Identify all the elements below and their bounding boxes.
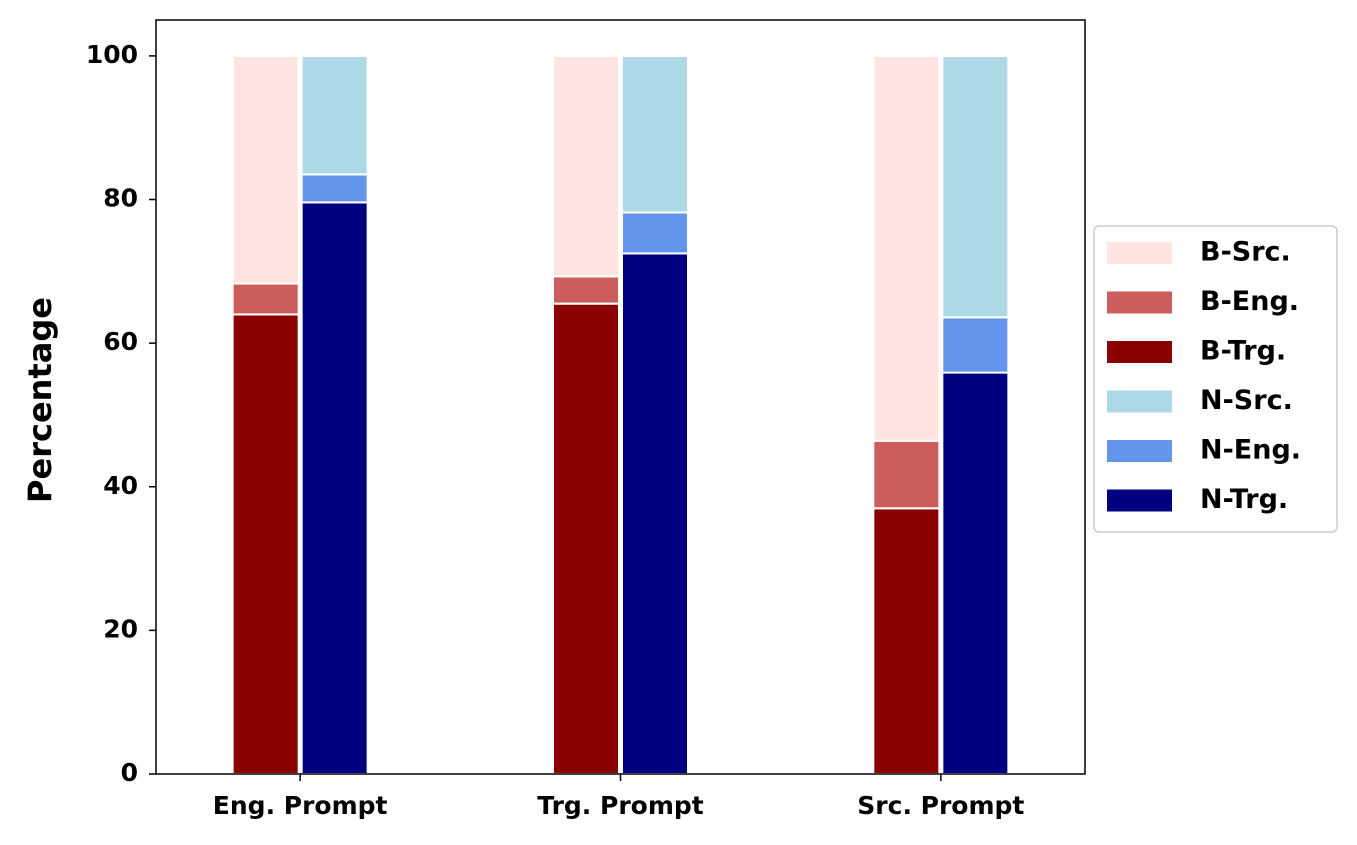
y-tick-label: 60: [103, 327, 138, 356]
bar-segment: [300, 201, 369, 776]
legend-label: N-Trg.: [1200, 484, 1288, 515]
legend-swatch: [1107, 341, 1172, 363]
y-axis-label: Percentage: [21, 297, 59, 503]
bar-segment: [872, 507, 941, 775]
bar-segment: [621, 54, 689, 214]
y-tick-label: 80: [103, 184, 138, 213]
x-tick-label: Src. Prompt: [857, 791, 1024, 820]
y-tick-label: 100: [86, 40, 138, 69]
x-tick-label: Eng. Prompt: [213, 791, 388, 820]
bar-segment: [552, 54, 620, 278]
legend-swatch: [1107, 440, 1172, 462]
plot-frame: [155, 19, 1086, 775]
legend-swatch: [1107, 390, 1172, 413]
bar-segment: [300, 173, 369, 204]
y-tick-label: 20: [103, 614, 138, 643]
legend-swatch: [1107, 291, 1172, 314]
bar-segment: [872, 54, 941, 442]
legend-label: N-Src.: [1200, 385, 1293, 416]
bar-segment: [552, 275, 620, 305]
bar-segment: [941, 316, 1010, 374]
legend-swatch: [1107, 242, 1172, 264]
bar-segment: [300, 54, 369, 176]
x-tick-label: Trg. Prompt: [537, 791, 704, 820]
y-tick-label: 0: [121, 758, 138, 787]
bar-segment: [231, 282, 300, 316]
legend-label: N-Eng.: [1200, 435, 1301, 466]
y-tick-label: 40: [103, 471, 138, 500]
bar-segment: [552, 302, 620, 775]
legend-label: B-Src.: [1200, 237, 1291, 268]
bar-segment: [872, 439, 941, 510]
bar-segment: [621, 252, 689, 775]
bar-segment: [231, 54, 300, 285]
legend-label: B-Eng.: [1200, 286, 1299, 317]
bar-segment: [231, 313, 300, 775]
legend-label: B-Trg.: [1200, 336, 1286, 367]
bar-segment: [941, 371, 1010, 775]
bar-segment: [941, 54, 1010, 319]
legend-swatch: [1107, 489, 1172, 512]
bar-segment: [621, 211, 689, 255]
